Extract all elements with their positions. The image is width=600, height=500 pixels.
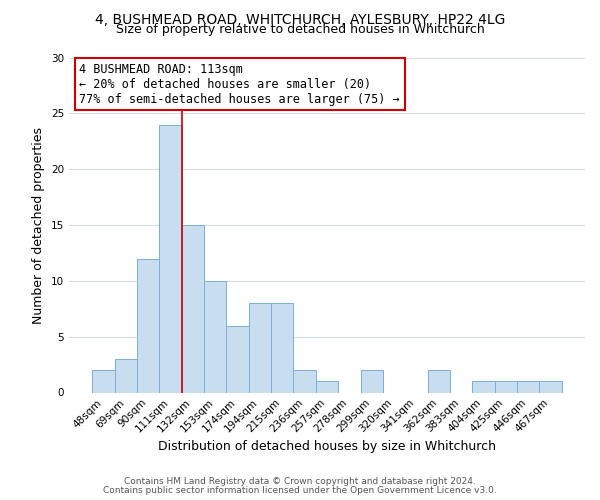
Bar <box>204 281 226 392</box>
Bar <box>472 382 494 392</box>
Text: Contains public sector information licensed under the Open Government Licence v3: Contains public sector information licen… <box>103 486 497 495</box>
Text: 4, BUSHMEAD ROAD, WHITCHURCH, AYLESBURY, HP22 4LG: 4, BUSHMEAD ROAD, WHITCHURCH, AYLESBURY,… <box>95 12 505 26</box>
Bar <box>92 370 115 392</box>
Bar <box>226 326 249 392</box>
Bar <box>271 303 293 392</box>
Bar <box>316 382 338 392</box>
Bar <box>539 382 562 392</box>
Bar <box>494 382 517 392</box>
Bar <box>517 382 539 392</box>
Bar <box>137 258 160 392</box>
Bar <box>182 225 204 392</box>
Bar <box>249 303 271 392</box>
Bar <box>160 124 182 392</box>
Bar <box>428 370 450 392</box>
Y-axis label: Number of detached properties: Number of detached properties <box>32 126 46 324</box>
Text: Contains HM Land Registry data © Crown copyright and database right 2024.: Contains HM Land Registry data © Crown c… <box>124 477 476 486</box>
Bar <box>293 370 316 392</box>
Bar <box>361 370 383 392</box>
Text: 4 BUSHMEAD ROAD: 113sqm
← 20% of detached houses are smaller (20)
77% of semi-de: 4 BUSHMEAD ROAD: 113sqm ← 20% of detache… <box>79 62 400 106</box>
X-axis label: Distribution of detached houses by size in Whitchurch: Distribution of detached houses by size … <box>158 440 496 453</box>
Text: Size of property relative to detached houses in Whitchurch: Size of property relative to detached ho… <box>116 22 484 36</box>
Bar <box>115 359 137 392</box>
